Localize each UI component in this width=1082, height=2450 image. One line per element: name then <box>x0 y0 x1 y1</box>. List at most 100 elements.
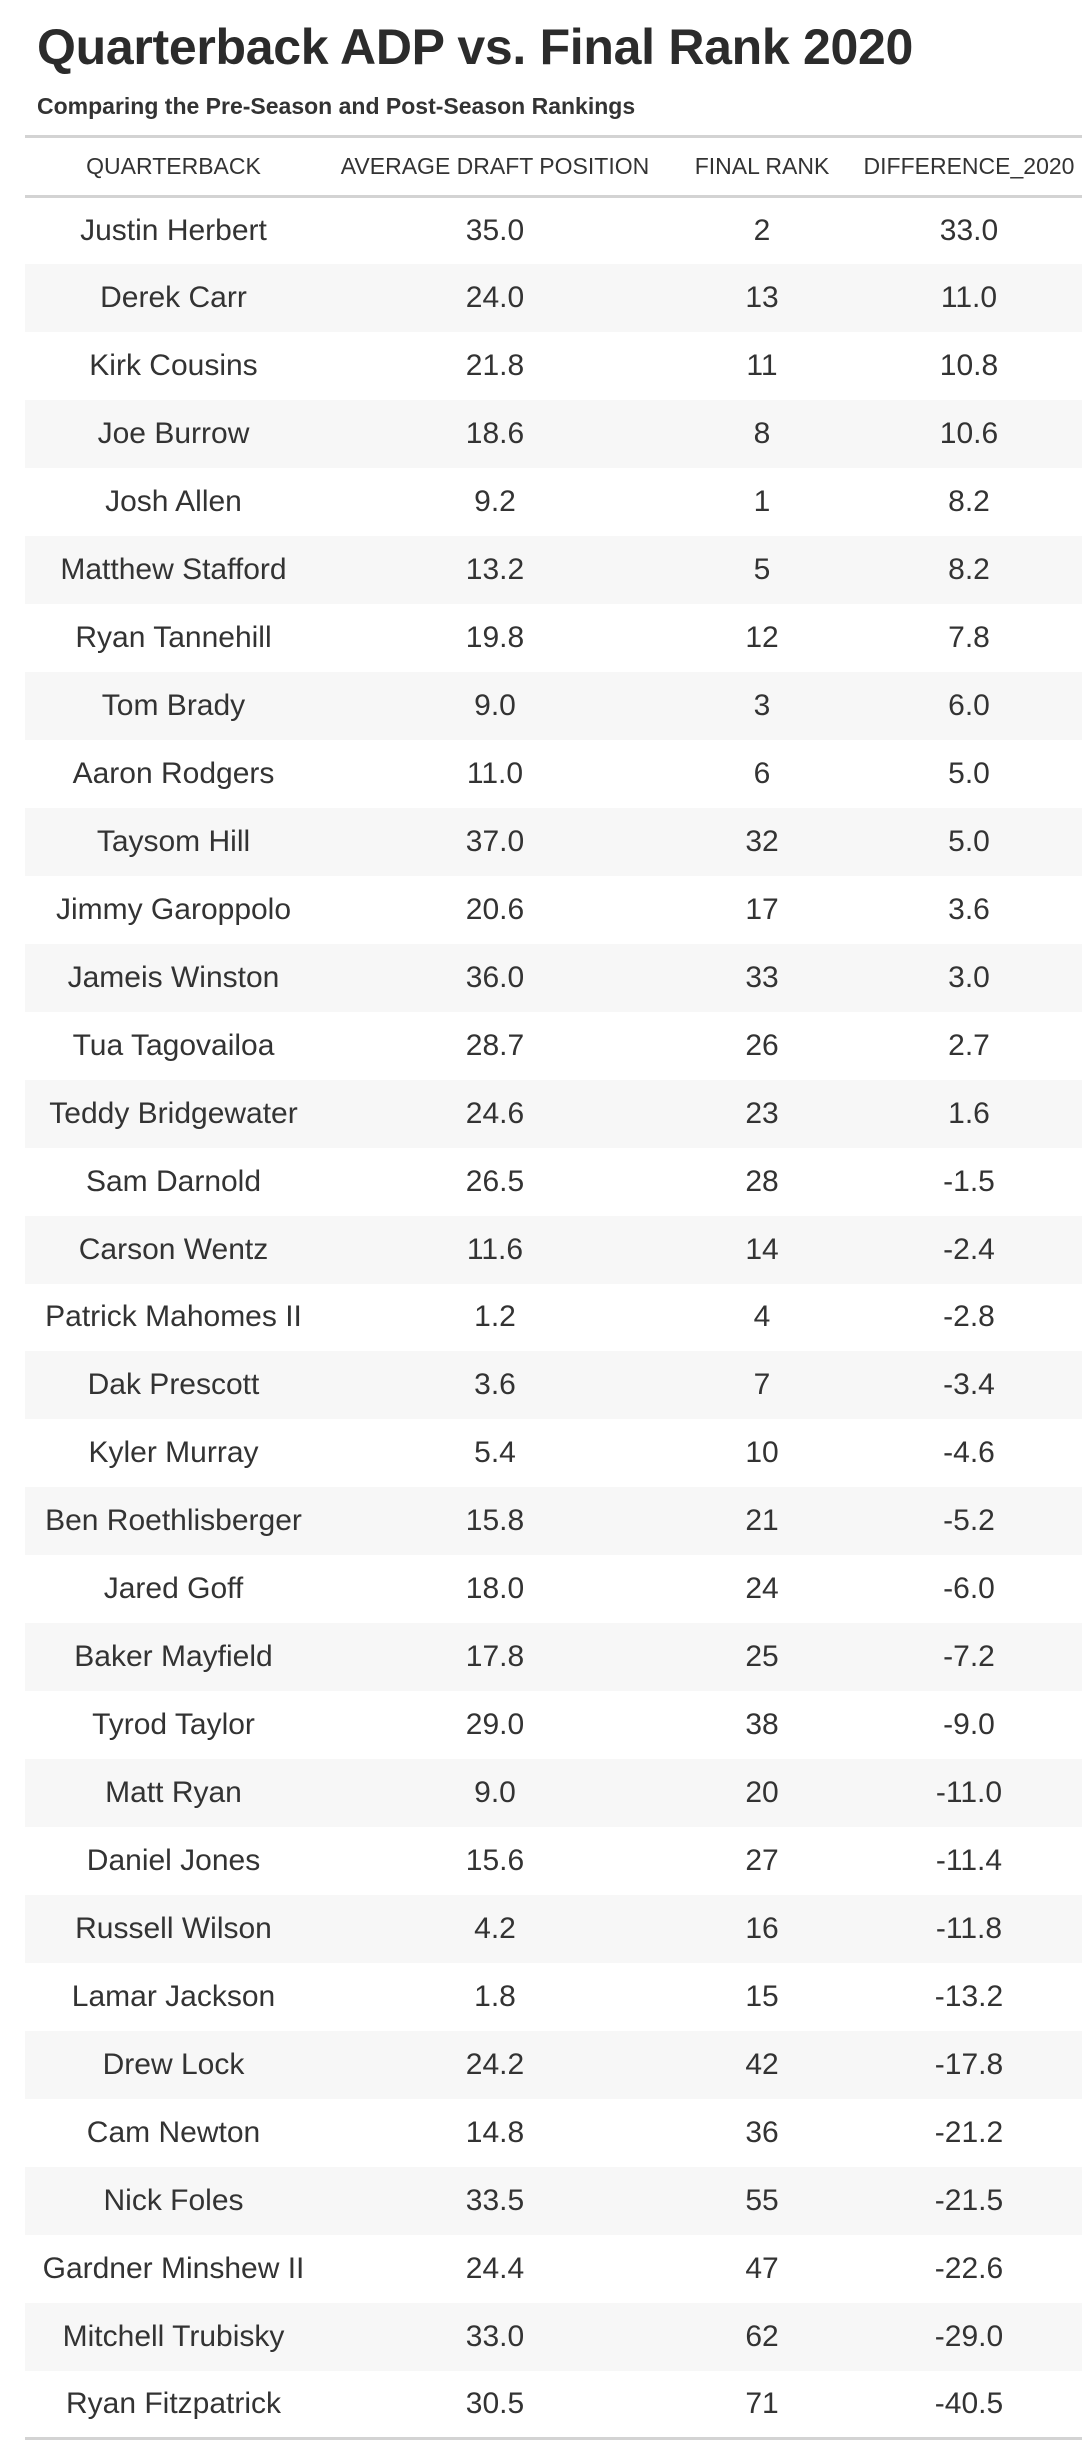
adp-cell: 33.0 <box>465 2319 525 2353</box>
table-row: Derek Carr 24.0 13 11.0 <box>25 264 1082 333</box>
quarterback-cell: Kirk Cousins <box>89 349 258 383</box>
table-row: Russell Wilson 4.2 16 -11.8 <box>25 1894 1082 1963</box>
adp-cell: 33.5 <box>465 2183 525 2217</box>
difference-cell: -5.2 <box>943 1504 995 1538</box>
difference-cell: 5.0 <box>948 756 990 790</box>
table-header: QUARTERBACK AVERAGE DRAFT POSITION FINAL… <box>25 136 1082 197</box>
difference-cell: -29.0 <box>934 2319 1004 2353</box>
table-row: Ben Roethlisberger 15.8 21 -5.2 <box>25 1487 1082 1556</box>
quarterback-cell: Matthew Stafford <box>60 553 287 587</box>
table-row: Aaron Rodgers 11.0 6 5.0 <box>25 740 1082 808</box>
quarterback-cell: Mitchell Trubisky <box>62 2319 285 2353</box>
quarterback-cell: Joe Burrow <box>97 417 250 451</box>
quarterback-cell: Sam Darnold <box>85 1164 262 1198</box>
difference-cell: 2.7 <box>948 1028 990 1062</box>
quarterback-cell: Josh Allen <box>105 485 242 519</box>
quarterback-cell: Drew Lock <box>102 2047 245 2081</box>
table-row: Matt Ryan 9.0 20 -11.0 <box>25 1759 1082 1827</box>
final-rank-cell: 20 <box>745 1776 779 1810</box>
adp-cell: 24.4 <box>465 2251 525 2285</box>
table-row: Kirk Cousins 21.8 11 10.8 <box>25 332 1082 400</box>
table-row: Sam Darnold 26.5 28 -1.5 <box>25 1148 1082 1216</box>
table-row: Drew Lock 24.2 42 -17.8 <box>25 2030 1082 2099</box>
difference-cell: -2.4 <box>943 1232 995 1266</box>
difference-cell: 5.0 <box>948 824 990 858</box>
table-row: Josh Allen 9.2 1 8.2 <box>25 468 1082 536</box>
table-row: Tom Brady 9.0 3 6.0 <box>25 672 1082 740</box>
final-rank-cell: 38 <box>745 1708 779 1742</box>
difference-cell: -7.2 <box>943 1640 995 1674</box>
final-rank-cell: 5 <box>753 553 771 587</box>
quarterback-cell: Derek Carr <box>100 281 247 315</box>
quarterback-cell: Kyler Murray <box>88 1436 259 1470</box>
quarterback-cell: Ben Roethlisberger <box>45 1504 302 1538</box>
column-header-average-draft-position: AVERAGE DRAFT POSITION <box>340 153 650 179</box>
table-row: Justin Herbert 35.0 2 33.0 <box>25 197 1082 265</box>
adp-cell: 24.2 <box>465 2047 525 2081</box>
difference-cell: 10.6 <box>939 417 999 451</box>
difference-cell: -4.6 <box>943 1436 995 1470</box>
quarterback-cell: Dak Prescott <box>87 1368 260 1402</box>
table-row: Lamar Jackson 1.8 15 -13.2 <box>25 1963 1082 2031</box>
final-rank-cell: 4 <box>753 1300 771 1334</box>
final-rank-cell: 12 <box>745 621 779 655</box>
difference-cell: 3.6 <box>948 892 990 926</box>
table-row: Dak Prescott 3.6 7 -3.4 <box>25 1351 1082 1420</box>
final-rank-cell: 8 <box>753 417 771 451</box>
adp-cell: 29.0 <box>465 1708 525 1742</box>
final-rank-cell: 21 <box>745 1504 779 1538</box>
final-rank-cell: 3 <box>753 689 771 723</box>
quarterback-cell: Nick Foles <box>103 2183 244 2217</box>
table-row: Jameis Winston 36.0 33 3.0 <box>25 943 1082 1012</box>
adp-cell: 28.7 <box>465 1028 525 1062</box>
table-row: Teddy Bridgewater 24.6 23 1.6 <box>25 1079 1082 1148</box>
adp-cell: 15.6 <box>465 1843 525 1877</box>
final-rank-cell: 36 <box>745 2115 779 2149</box>
column-header-quarterback: QUARTERBACK <box>86 153 261 179</box>
column-header-final-rank: FINAL RANK <box>694 153 830 179</box>
difference-cell: 11.0 <box>940 281 998 315</box>
difference-cell: 6.0 <box>948 689 990 723</box>
final-rank-cell: 71 <box>745 2386 779 2420</box>
adp-cell: 36.0 <box>465 960 525 994</box>
final-rank-cell: 11 <box>746 349 778 383</box>
final-rank-cell: 47 <box>745 2251 779 2285</box>
adp-cell: 9.0 <box>474 1776 516 1810</box>
adp-cell: 20.6 <box>465 892 525 926</box>
difference-cell: 8.2 <box>948 553 990 587</box>
final-rank-cell: 25 <box>745 1640 779 1674</box>
difference-cell: 33.0 <box>939 214 999 248</box>
final-rank-cell: 17 <box>745 892 779 926</box>
difference-cell: -11.4 <box>935 1843 1003 1877</box>
final-rank-cell: 6 <box>753 756 771 790</box>
final-rank-cell: 27 <box>745 1843 779 1877</box>
adp-cell: 1.8 <box>474 1979 516 2013</box>
final-rank-cell: 33 <box>745 960 779 994</box>
final-rank-cell: 24 <box>745 1572 779 1606</box>
table-row: Cam Newton 14.8 36 -21.2 <box>25 2099 1082 2167</box>
final-rank-cell: 15 <box>745 1979 779 2013</box>
quarterback-cell: Tom Brady <box>101 689 246 723</box>
quarterback-cell: Taysom Hill <box>96 824 251 858</box>
adp-cell: 11.0 <box>466 756 524 790</box>
final-rank-cell: 16 <box>745 1911 779 1945</box>
difference-cell: -11.8 <box>935 1911 1003 1945</box>
difference-cell: 8.2 <box>948 485 990 519</box>
adp-cell: 30.5 <box>465 2386 525 2420</box>
table-row: Jimmy Garoppolo 20.6 17 3.6 <box>25 876 1082 944</box>
final-rank-cell: 42 <box>745 2047 779 2081</box>
adp-cell: 1.2 <box>474 1300 516 1334</box>
final-rank-cell: 26 <box>745 1028 779 1062</box>
table-row: Baker Mayfield 17.8 25 -7.2 <box>25 1623 1082 1692</box>
adp-cell: 37.0 <box>465 824 525 858</box>
quarterback-cell: Ryan Fitzpatrick <box>65 2386 282 2420</box>
adp-cell: 24.0 <box>465 281 525 315</box>
qb-table: QUARTERBACK AVERAGE DRAFT POSITION FINAL… <box>25 135 1082 2440</box>
table-row: Nick Foles 33.5 55 -21.5 <box>25 2166 1082 2235</box>
table-row: Gardner Minshew II 24.4 47 -22.6 <box>25 2235 1082 2303</box>
quarterback-cell: Gardner Minshew II <box>42 2251 305 2285</box>
quarterback-cell: Russell Wilson <box>75 1911 272 1945</box>
difference-cell: -9.0 <box>943 1708 995 1742</box>
table-row: Patrick Mahomes II 1.2 4 -2.8 <box>25 1284 1082 1352</box>
